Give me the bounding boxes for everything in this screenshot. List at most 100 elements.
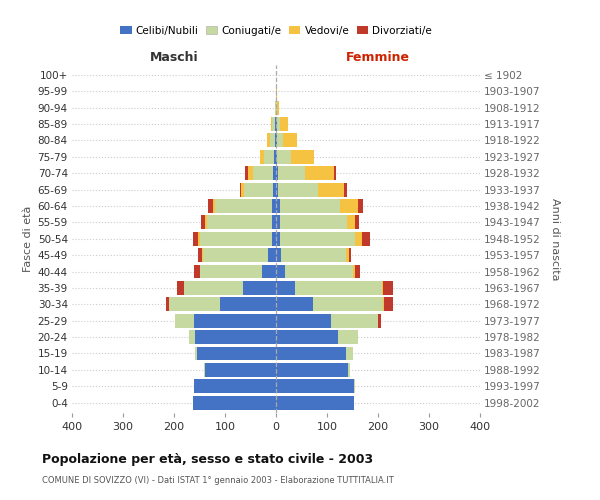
Bar bbox=[347, 216, 355, 230]
Bar bbox=[313, 298, 383, 312]
Bar bbox=[346, 248, 349, 262]
Bar bbox=[340, 199, 358, 213]
Bar bbox=[245, 166, 248, 180]
Bar bbox=[276, 363, 349, 377]
Bar bbox=[203, 363, 205, 377]
Bar bbox=[383, 298, 384, 312]
Text: Maschi: Maschi bbox=[149, 51, 199, 64]
Bar bbox=[194, 314, 276, 328]
Bar bbox=[264, 150, 274, 164]
Bar bbox=[280, 117, 288, 131]
Bar bbox=[353, 380, 355, 393]
Bar bbox=[280, 199, 340, 213]
Bar bbox=[355, 232, 362, 245]
Bar bbox=[305, 166, 334, 180]
Y-axis label: Anni di nascita: Anni di nascita bbox=[550, 198, 560, 280]
Bar bbox=[199, 232, 272, 245]
Bar bbox=[276, 166, 278, 180]
Bar bbox=[166, 298, 169, 312]
Bar bbox=[169, 298, 220, 312]
Bar bbox=[193, 396, 276, 409]
Bar bbox=[278, 182, 318, 196]
Bar bbox=[248, 166, 253, 180]
Bar bbox=[276, 182, 278, 196]
Bar bbox=[355, 216, 359, 230]
Bar bbox=[334, 166, 335, 180]
Bar bbox=[349, 363, 350, 377]
Bar bbox=[198, 248, 202, 262]
Bar bbox=[292, 150, 314, 164]
Bar bbox=[276, 264, 285, 278]
Bar bbox=[281, 248, 346, 262]
Bar bbox=[276, 298, 313, 312]
Bar bbox=[260, 150, 264, 164]
Bar bbox=[195, 346, 197, 360]
Bar bbox=[274, 166, 276, 180]
Bar bbox=[285, 264, 353, 278]
Bar bbox=[275, 134, 276, 147]
Bar bbox=[276, 84, 277, 98]
Bar bbox=[276, 248, 281, 262]
Bar bbox=[253, 166, 274, 180]
Bar bbox=[175, 314, 194, 328]
Bar bbox=[272, 117, 275, 131]
Bar bbox=[378, 314, 380, 328]
Bar bbox=[243, 281, 276, 295]
Bar bbox=[346, 346, 353, 360]
Bar bbox=[203, 248, 268, 262]
Bar bbox=[331, 314, 378, 328]
Bar bbox=[270, 134, 275, 147]
Bar bbox=[200, 264, 262, 278]
Bar bbox=[349, 248, 352, 262]
Bar bbox=[283, 134, 298, 147]
Bar bbox=[276, 232, 280, 245]
Bar bbox=[272, 232, 276, 245]
Bar bbox=[382, 281, 383, 295]
Bar bbox=[384, 298, 394, 312]
Bar bbox=[275, 100, 276, 114]
Bar bbox=[276, 330, 338, 344]
Bar bbox=[276, 346, 346, 360]
Bar bbox=[295, 281, 382, 295]
Bar bbox=[241, 182, 244, 196]
Bar bbox=[272, 216, 276, 230]
Bar bbox=[353, 264, 355, 278]
Bar bbox=[276, 314, 331, 328]
Bar bbox=[194, 264, 199, 278]
Bar bbox=[358, 199, 363, 213]
Bar bbox=[338, 330, 358, 344]
Bar bbox=[274, 150, 276, 164]
Bar bbox=[362, 232, 370, 245]
Bar bbox=[206, 216, 272, 230]
Bar bbox=[202, 248, 203, 262]
Bar bbox=[176, 281, 184, 295]
Bar bbox=[268, 248, 276, 262]
Legend: Celibi/Nubili, Coniugati/e, Vedovi/e, Divorziati/e: Celibi/Nubili, Coniugati/e, Vedovi/e, Di… bbox=[116, 22, 436, 40]
Bar bbox=[274, 182, 276, 196]
Bar bbox=[355, 264, 360, 278]
Text: COMUNE DI SOVIZZO (VI) - Dati ISTAT 1° gennaio 2003 - Elaborazione TUTTITALIA.IT: COMUNE DI SOVIZZO (VI) - Dati ISTAT 1° g… bbox=[42, 476, 394, 485]
Y-axis label: Fasce di età: Fasce di età bbox=[23, 206, 34, 272]
Bar bbox=[268, 134, 270, 147]
Bar bbox=[277, 100, 279, 114]
Bar bbox=[318, 182, 344, 196]
Bar bbox=[276, 117, 277, 131]
Bar bbox=[240, 182, 241, 196]
Bar bbox=[275, 117, 276, 131]
Bar bbox=[276, 134, 277, 147]
Bar bbox=[383, 281, 394, 295]
Bar bbox=[194, 380, 276, 393]
Bar bbox=[220, 298, 276, 312]
Bar bbox=[276, 100, 277, 114]
Bar bbox=[244, 182, 274, 196]
Bar bbox=[276, 150, 277, 164]
Bar bbox=[196, 330, 276, 344]
Bar bbox=[277, 134, 283, 147]
Bar bbox=[215, 199, 272, 213]
Bar bbox=[276, 380, 353, 393]
Bar bbox=[272, 199, 276, 213]
Bar bbox=[205, 216, 206, 230]
Bar bbox=[276, 216, 280, 230]
Bar bbox=[276, 396, 353, 409]
Bar bbox=[277, 150, 291, 164]
